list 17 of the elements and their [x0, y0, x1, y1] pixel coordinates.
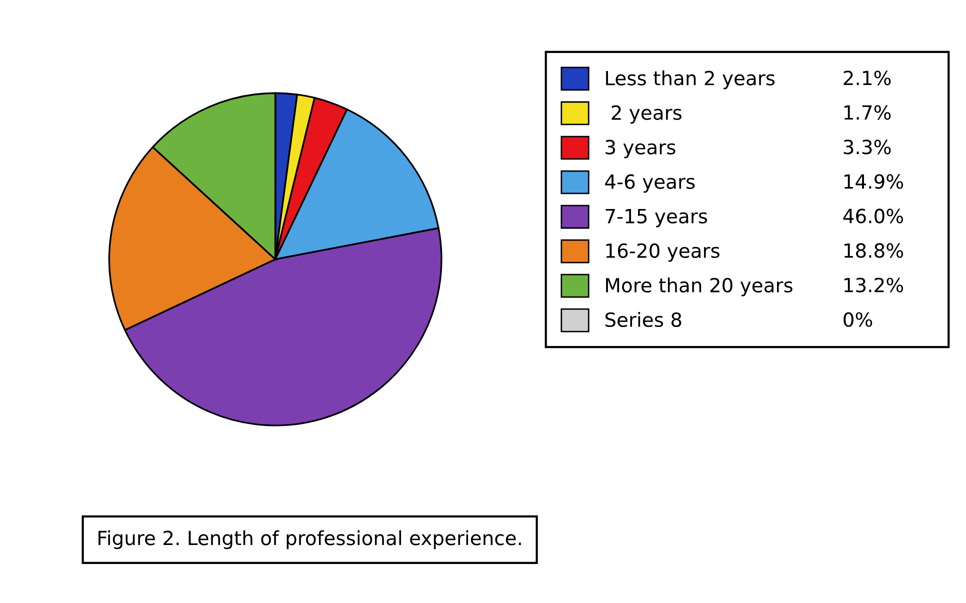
data-label: 2.1%: [844, 70, 891, 86]
data-label: 13.2%: [844, 278, 904, 292]
data-label: 1.7%: [844, 105, 891, 120]
text: 0%: [844, 312, 872, 327]
data-label: 3.3%: [844, 140, 891, 154]
legend-label: 3 years: [606, 140, 676, 158]
legend-label: 4-6 years: [605, 174, 695, 193]
data-label: 18.8%: [844, 243, 904, 258]
legend-label: 2 years: [612, 105, 682, 124]
legend-label: Series 8: [605, 312, 682, 328]
legend-label: Less than 2 years: [606, 70, 775, 90]
legend-label: 16-20 years: [606, 243, 720, 262]
data-label: 14.9%: [844, 174, 904, 189]
legend-label: More than 20 years: [606, 277, 792, 296]
caption: Figure 2. Length of professional experience.: [98, 530, 521, 550]
legend-label: 7-15 years: [606, 209, 708, 228]
data-label: 46.0%: [843, 208, 904, 224]
